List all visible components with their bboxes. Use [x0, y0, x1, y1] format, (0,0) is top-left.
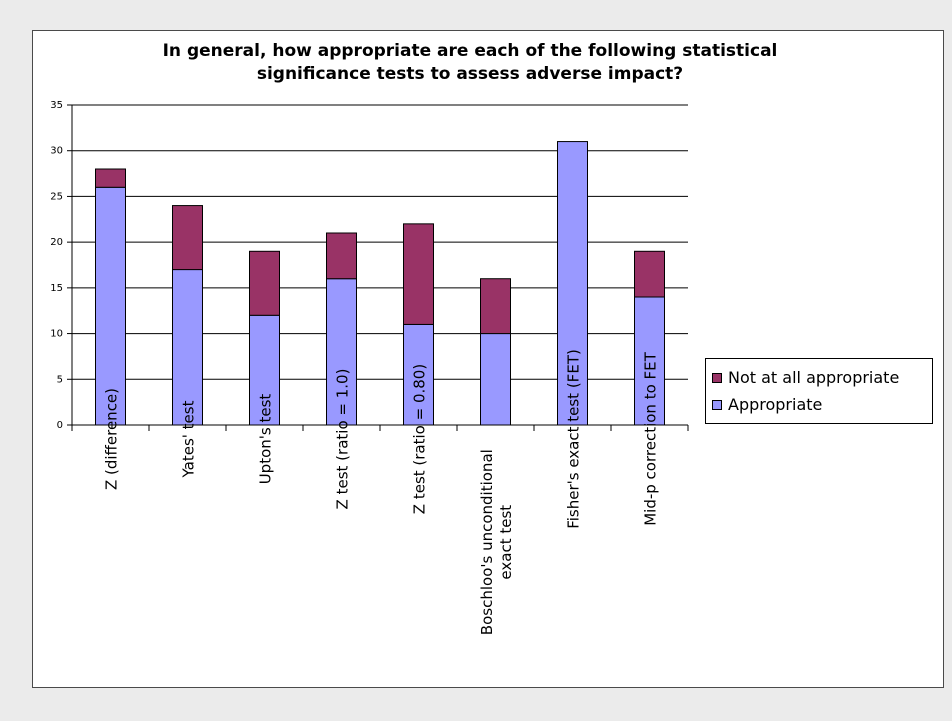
chart-title: In general, how appropriate are each of …: [162, 41, 778, 84]
legend-label-not-appropriate: Not at all appropriate: [728, 368, 900, 387]
bar-appropriate-6: [557, 141, 588, 426]
bar-not-appropriate-7: [634, 250, 665, 298]
x-category-label-7: Mid-p correction to FET: [642, 351, 660, 525]
bar-not-appropriate-1: [172, 205, 203, 271]
bar-not-appropriate-4: [403, 223, 434, 325]
bar-appropriate-0: [95, 186, 126, 426]
x-category-label-5: Boschloo's unconditionalexact test: [478, 449, 515, 635]
bar-appropriate-7: [634, 296, 665, 426]
legend-item-not-appropriate: Not at all appropriate: [706, 364, 932, 391]
y-tick-label-25: 25: [50, 191, 63, 202]
bar-not-appropriate-0: [95, 168, 126, 188]
legend-item-appropriate: Appropriate: [706, 391, 932, 418]
y-tick-label-0: 0: [57, 420, 63, 431]
bar-not-appropriate-3: [326, 232, 357, 280]
y-tick-label-10: 10: [50, 329, 63, 340]
bar-not-appropriate-2: [249, 250, 280, 316]
chart-legend: Not at all appropriate Appropriate: [705, 358, 933, 424]
x-category-label-0: Z (difference): [103, 388, 121, 490]
bar-appropriate-4: [403, 323, 434, 426]
bar-appropriate-2: [249, 314, 280, 426]
bar-appropriate-3: [326, 278, 357, 426]
x-category-label-1: Yates' test: [180, 400, 198, 478]
legend-swatch-appropriate: [712, 399, 722, 410]
y-tick-label-20: 20: [50, 237, 63, 248]
bar-appropriate-5: [480, 333, 511, 426]
bar-not-appropriate-5: [480, 278, 511, 335]
y-tick-label-35: 35: [50, 100, 63, 111]
legend-swatch-not-appropriate: [712, 372, 722, 383]
bar-appropriate-1: [172, 269, 203, 426]
legend-label-appropriate: Appropriate: [728, 395, 823, 414]
y-tick-label-15: 15: [50, 283, 63, 294]
x-category-label-3: Z test (ratio = 1.0): [334, 369, 352, 510]
x-category-label-4: Z test (ratio = 0.80): [411, 364, 429, 514]
x-category-label-6: Fisher's exact test (FET): [565, 349, 583, 529]
y-tick-label-30: 30: [50, 146, 63, 157]
x-category-label-2: Upton's test: [257, 394, 275, 485]
y-tick-label-5: 5: [57, 374, 63, 385]
